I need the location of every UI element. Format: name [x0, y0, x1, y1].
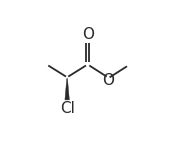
Text: O: O [82, 27, 94, 42]
Polygon shape [65, 78, 69, 100]
Text: Cl: Cl [60, 101, 75, 116]
Text: O: O [102, 73, 114, 88]
